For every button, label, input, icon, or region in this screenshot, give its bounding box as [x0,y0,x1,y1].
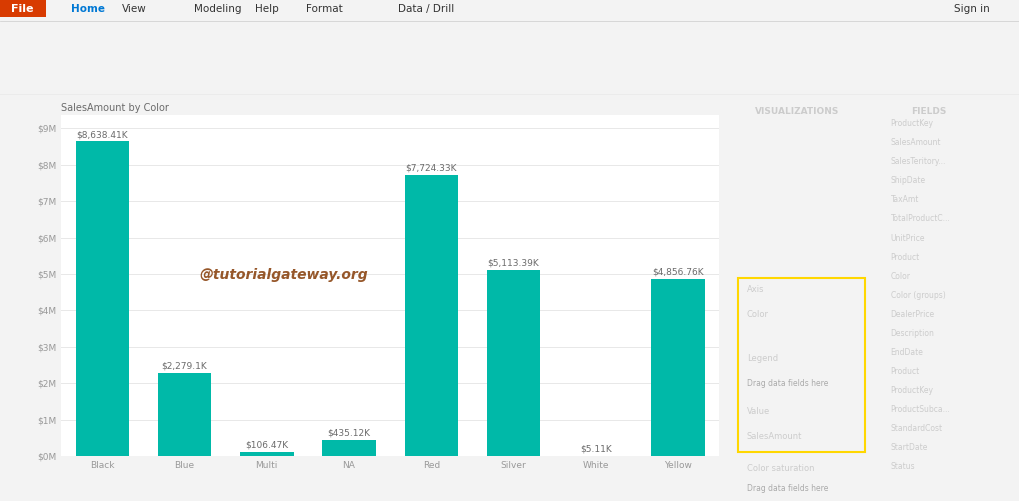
Text: Axis: Axis [746,286,763,295]
Text: SalesAmount by Color: SalesAmount by Color [61,103,169,113]
Text: ShipDate: ShipDate [890,176,925,185]
Text: Product: Product [890,253,919,262]
Text: View: View [122,4,147,14]
Text: Sign in: Sign in [953,4,988,14]
Text: $5,113.39K: $5,113.39K [487,259,539,268]
Text: Modeling: Modeling [194,4,242,14]
Text: ProductKey: ProductKey [890,386,932,395]
Text: DealerPrice: DealerPrice [890,310,933,319]
Text: TotalProductC...: TotalProductC... [890,214,950,223]
Text: Color: Color [890,272,910,281]
Bar [75,141,129,456]
Text: StartDate: StartDate [890,443,927,452]
Text: FIELDS: FIELDS [910,107,946,116]
Text: @tutorialgateway.org: @tutorialgateway.org [199,268,368,282]
Bar [322,440,375,456]
Text: Data / Drill: Data / Drill [397,4,453,14]
Text: TaxAmt: TaxAmt [890,195,918,204]
Text: ProductKey: ProductKey [890,119,932,128]
Text: StandardCost: StandardCost [890,424,942,433]
Text: Drag data fields here: Drag data fields here [746,484,827,493]
Text: Color: Color [746,310,768,319]
Text: EndDate: EndDate [890,348,922,357]
Text: Description: Description [890,329,933,338]
Bar [650,279,704,456]
Text: $7,724.33K: $7,724.33K [406,164,457,172]
Bar [405,175,458,456]
Text: $2,279.1K: $2,279.1K [162,362,207,371]
Text: UnitPrice: UnitPrice [890,233,924,242]
Text: Format: Format [306,4,342,14]
Text: Drag data fields here: Drag data fields here [746,379,827,388]
Text: $106.47K: $106.47K [245,441,288,450]
Text: Value: Value [746,407,769,416]
Text: ProductSubca...: ProductSubca... [890,405,950,414]
Text: Legend: Legend [746,355,777,363]
Bar [158,373,211,456]
Text: File: File [11,4,34,14]
Text: Color (groups): Color (groups) [890,291,945,300]
FancyBboxPatch shape [0,0,46,17]
Text: SalesTeritory...: SalesTeritory... [890,157,945,166]
Text: Product: Product [890,367,919,376]
Text: Help: Help [255,4,278,14]
Bar [486,270,540,456]
Text: Status: Status [890,462,914,471]
Bar [239,452,293,456]
Text: $5.11K: $5.11K [579,444,611,453]
Text: $4,856.76K: $4,856.76K [651,268,703,277]
Text: SalesAmount: SalesAmount [746,431,801,440]
Text: VISUALIZATIONS: VISUALIZATIONS [755,107,839,116]
Text: SalesAmount: SalesAmount [890,138,941,147]
Text: Color saturation: Color saturation [746,464,813,473]
Text: $435.12K: $435.12K [327,429,370,438]
Text: Home: Home [71,4,105,14]
Text: $8,638.41K: $8,638.41K [76,130,128,139]
